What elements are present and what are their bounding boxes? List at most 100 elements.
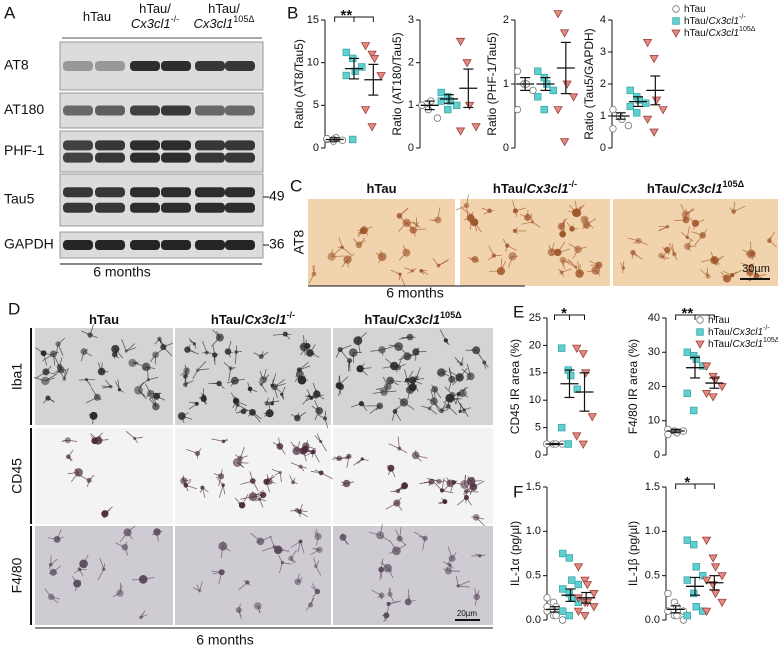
data-point — [561, 30, 569, 37]
data-point — [581, 613, 589, 620]
legend-label: hTau — [684, 4, 706, 15]
data-point — [559, 608, 566, 615]
scale-label: 30µm — [742, 263, 770, 275]
blot-band — [225, 106, 255, 116]
label-part: -/- — [171, 14, 180, 24]
data-point — [642, 100, 649, 107]
blot-band — [225, 140, 255, 150]
blot-band — [161, 203, 191, 213]
data-point — [534, 68, 541, 75]
scale-label: 20µm — [457, 609, 478, 618]
label-part: hTau — [83, 9, 111, 24]
data-point — [567, 372, 574, 379]
y-tick-label: 10 — [307, 57, 319, 69]
data-point — [453, 102, 460, 109]
y-tick-label: 0 — [654, 449, 660, 461]
y-tick-label: 15 — [307, 14, 319, 26]
panel-letter: E — [513, 302, 524, 321]
data-point — [574, 564, 582, 571]
data-point — [673, 6, 680, 13]
blot-band — [161, 187, 191, 197]
significance-label: * — [684, 474, 690, 491]
y-tick-label: 5 — [313, 99, 319, 111]
label-part: Cx3cl1 — [732, 327, 763, 338]
cell-process — [236, 345, 237, 352]
label-part: Cx3cl1 — [708, 28, 739, 39]
data-point — [544, 595, 551, 602]
blot-band — [225, 240, 255, 250]
y-tick-label: 30 — [648, 346, 660, 358]
data-point — [590, 590, 598, 597]
label-part: hTau/ — [708, 327, 733, 338]
data-point — [472, 124, 480, 131]
label-part: Cx3cl1 — [708, 16, 739, 27]
data-point — [559, 617, 566, 624]
data-point — [558, 424, 565, 431]
data-point — [684, 390, 691, 397]
y-tick-label: 1.0 — [645, 525, 660, 537]
blot-band — [225, 187, 255, 197]
blot-band — [195, 240, 225, 250]
blot-footer: 6 months — [93, 264, 151, 280]
cell — [405, 378, 410, 383]
blot-band — [130, 106, 160, 116]
blot-band — [95, 153, 125, 163]
y-tick-label: 0.0 — [526, 614, 541, 626]
data-point — [665, 431, 672, 438]
y-tick-label: 0 — [503, 142, 509, 154]
data-point — [434, 115, 441, 122]
y-tick-label: 0 — [313, 142, 319, 154]
label-part: Cx3cl1 — [194, 16, 234, 31]
y-tick-label: 1.0 — [526, 525, 541, 537]
y-tick-label: 3 — [408, 14, 414, 26]
y-tick-label: 0.0 — [645, 614, 660, 626]
blot-band — [95, 106, 125, 116]
data-point — [718, 599, 726, 606]
data-point — [570, 94, 578, 101]
ihc-header: hTau/Cx3cl1105Δ — [647, 179, 745, 196]
y-tick-label: 0.5 — [526, 570, 541, 582]
panel-letter: F — [513, 482, 523, 501]
data-point — [575, 581, 582, 588]
data-point — [625, 122, 632, 129]
y-tick-label: 0 — [535, 449, 541, 461]
data-point — [343, 72, 350, 79]
data-point — [627, 103, 634, 110]
data-point — [559, 586, 566, 593]
label-part: 105Δ — [722, 179, 744, 189]
cell-process — [325, 411, 326, 419]
data-point — [343, 49, 350, 56]
data-point — [514, 68, 521, 75]
cell — [259, 354, 264, 359]
data-point — [559, 550, 566, 557]
data-point — [534, 94, 541, 101]
data-point — [697, 329, 704, 336]
blot-strip — [60, 131, 263, 172]
y-tick-label: 20 — [529, 339, 541, 351]
y-tick-label: 0.5 — [645, 570, 660, 582]
data-point — [377, 72, 385, 79]
micrograph-row-label: Iba1 — [9, 363, 25, 390]
legend-label: hTau/Cx3cl1-/- — [708, 325, 770, 337]
data-point — [644, 39, 652, 46]
blot-band — [195, 61, 225, 71]
y-axis-label: Ratio (Tau5/GAPDH) — [582, 28, 596, 139]
micrograph — [333, 428, 493, 524]
data-point — [684, 349, 691, 356]
data-point — [693, 603, 700, 610]
label-part: hTau — [708, 315, 730, 326]
data-point — [349, 136, 356, 143]
data-point — [709, 555, 717, 562]
y-axis-label: Ratio (PHF-1/Tau5) — [485, 32, 499, 135]
micrograph — [35, 328, 173, 425]
label-part: hTau/ — [684, 16, 709, 27]
label-part: hTau — [366, 181, 396, 196]
data-point — [659, 107, 667, 114]
data-point — [650, 55, 658, 62]
blot-band — [130, 61, 160, 71]
data-point — [565, 441, 572, 448]
data-point — [627, 87, 634, 94]
data-point — [371, 55, 379, 62]
blot-header: hTau — [83, 9, 111, 24]
label-part: hTau/ — [139, 1, 171, 16]
